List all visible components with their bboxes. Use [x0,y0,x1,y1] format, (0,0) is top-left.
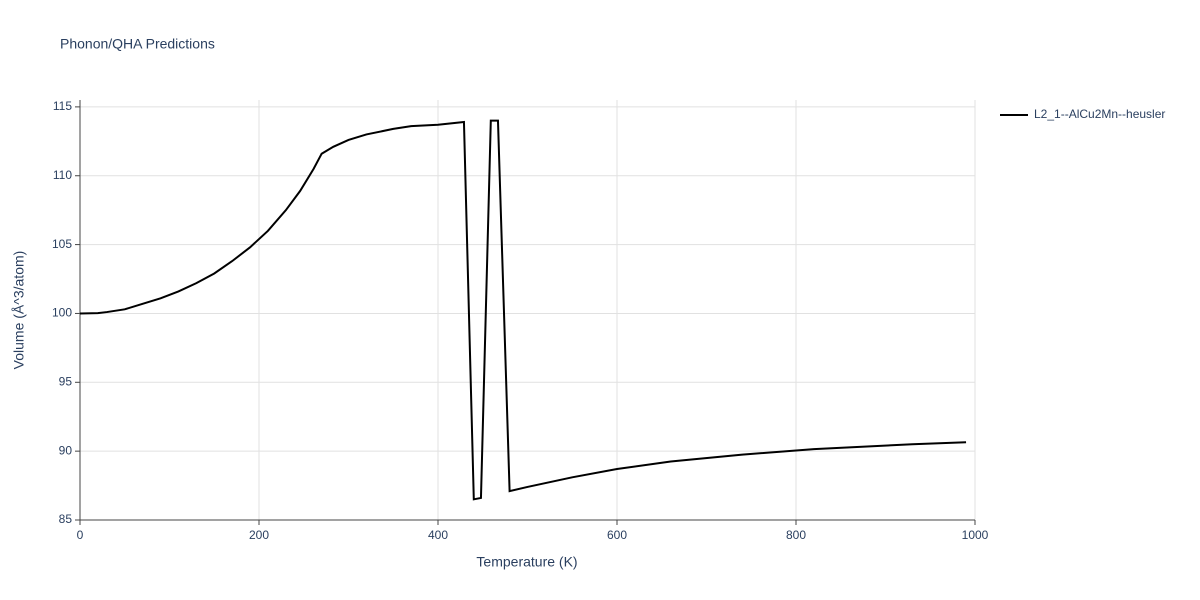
x-tick-label: 1000 [962,528,989,542]
y-tick-label: 90 [59,443,73,457]
x-tick-label: 800 [786,528,806,542]
y-tick-label: 115 [53,99,72,113]
legend-label: L2_1--AlCu2Mn--heusler [1034,107,1165,121]
y-axis-title: Volume (Å^3/atom) [11,251,27,370]
y-tick-label: 95 [59,374,73,388]
y-tick-label: 100 [52,306,72,320]
data-line [79,119,967,501]
x-tick-label: 200 [249,528,269,542]
chart-title: Phonon/QHA Predictions [60,36,215,52]
y-tick-label: 85 [59,512,73,526]
x-tick-label: 0 [77,528,84,542]
x-axis-title: Temperature (K) [476,554,577,570]
y-tick-label: 110 [53,168,72,182]
x-tick-label: 600 [607,528,627,542]
y-tick-label: 105 [52,237,72,251]
x-tick-label: 400 [428,528,448,542]
